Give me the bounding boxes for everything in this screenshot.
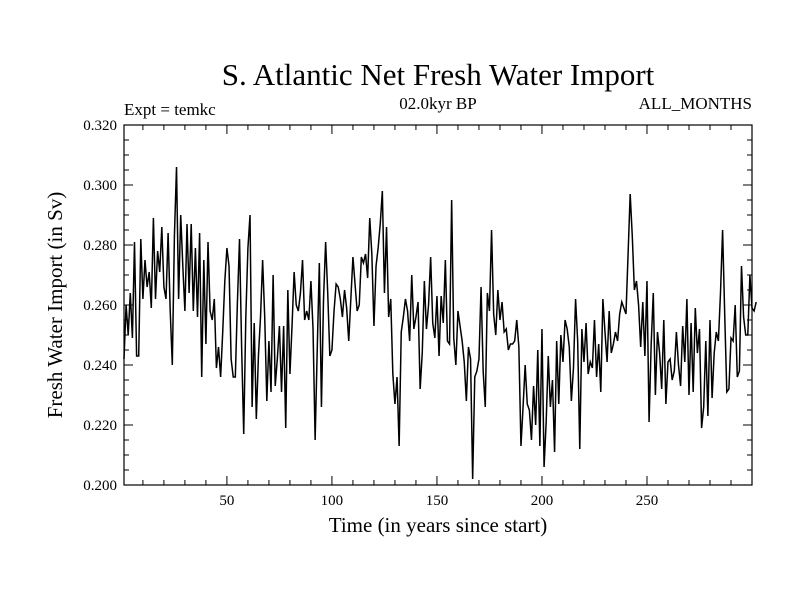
x-tick-label: 50 xyxy=(219,493,234,509)
x-tick-label: 150 xyxy=(426,493,449,509)
months-label: ALL_MONTHS xyxy=(639,94,752,113)
x-tick-label: 250 xyxy=(636,493,659,509)
y-tick-label: 0.240 xyxy=(83,358,117,374)
y-tick-label: 0.220 xyxy=(83,418,117,434)
y-axis-label: Fresh Water Import (in Sv) xyxy=(43,192,67,419)
x-axis-label: Time (in years since start) xyxy=(329,513,548,537)
series-line xyxy=(123,166,757,480)
y-tick-label: 0.300 xyxy=(83,178,117,194)
y-tick-label: 0.320 xyxy=(83,118,117,134)
y-tick-label: 0.280 xyxy=(83,238,117,254)
x-tick-label: 100 xyxy=(321,493,344,509)
y-tick-label: 0.260 xyxy=(83,298,117,314)
experiment-label: Expt = temkc xyxy=(124,100,216,119)
plot-area: 50 100 150 200 250 0.200 0.220 0.240 0.260 0.280 0… xyxy=(83,118,757,509)
chart-title: S. Atlantic Net Fresh Water Import xyxy=(222,57,655,92)
plot-frame xyxy=(123,124,753,486)
period-label: 02.0kyr BP xyxy=(399,94,476,113)
x-tick-label: 200 xyxy=(531,493,554,509)
y-tick-label: 0.200 xyxy=(83,478,117,494)
